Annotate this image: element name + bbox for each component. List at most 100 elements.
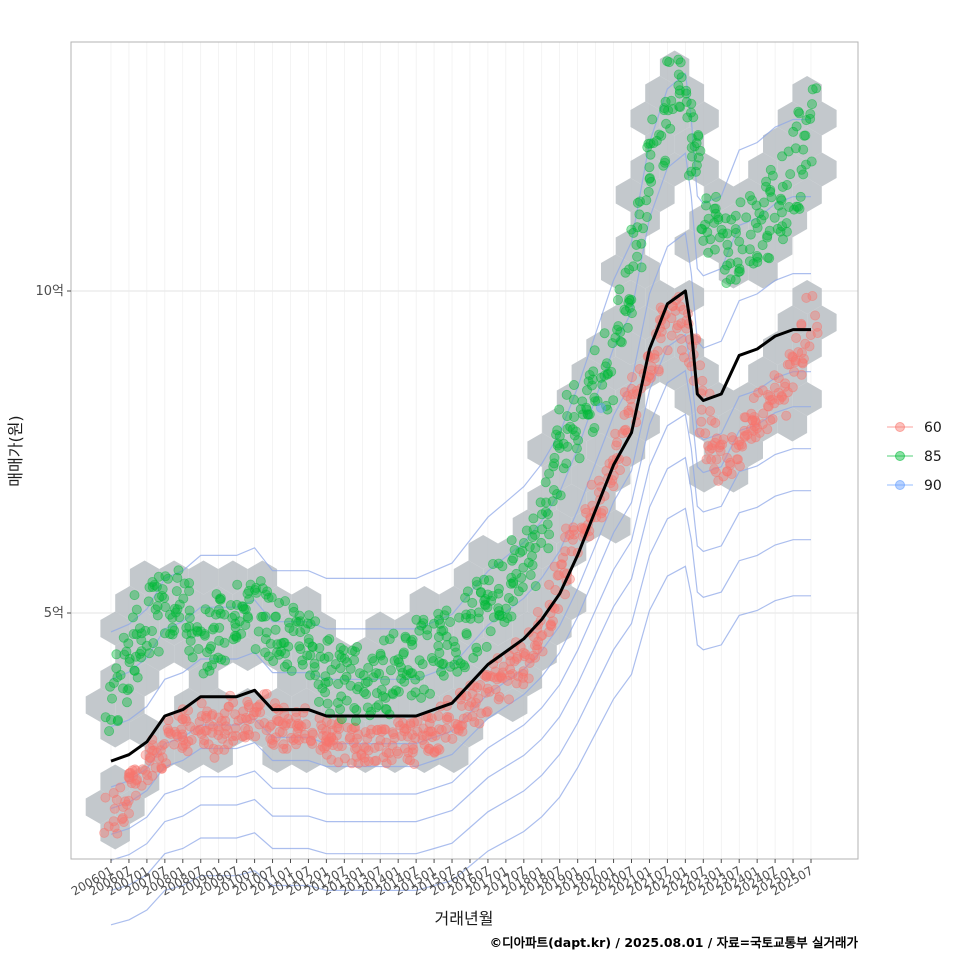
scatter-point [741,212,752,223]
scatter-point [776,195,787,206]
scatter-point [432,743,443,754]
scatter-point [623,405,634,416]
scatter-point [398,647,409,658]
scatter-point [807,99,818,110]
scatter-point [129,590,140,601]
scatter-point [472,646,483,657]
scatter-point [722,239,733,250]
scatter-point [709,464,720,475]
scatter-point [752,222,763,233]
scatter-point [270,732,281,743]
scatter-point [644,162,655,173]
scatter-point [567,534,578,545]
scatter-point [122,697,133,708]
scatter-point [305,735,316,746]
scatter-point [812,327,823,338]
scatter-point [490,684,501,695]
scatter-point [193,644,204,655]
scatter-point [787,382,798,393]
scatter-point [266,592,277,603]
scatter-point [734,263,745,274]
scatter-point [561,389,572,400]
scatter-point [625,394,636,405]
density-contour [110,72,811,633]
scatter-point [230,723,241,734]
scatter-point [462,586,473,597]
scatter-point [407,747,418,758]
trend-line-layer [110,289,811,763]
scatter-point [757,419,768,430]
scatter-point [471,576,482,587]
scatter-point [422,630,433,641]
scatter-point [596,402,607,413]
scatter-point [711,454,722,465]
scatter-point [666,330,677,341]
hexbin-cell [144,637,175,671]
scatter-point [270,624,281,635]
scatter-point [129,665,140,676]
scatter-point [184,612,195,623]
hexbin-cell [630,407,660,442]
scatter-point [144,648,155,659]
scatter-point [800,130,811,141]
scatter-point [700,428,711,439]
scatter-point [380,724,391,735]
scatter-point [718,434,729,445]
scatter-point [346,724,357,735]
scatter-point [530,543,541,554]
scatter-point [658,160,669,171]
scatter-point [641,195,652,206]
scatter-point [192,622,203,633]
scatter-point [227,731,238,742]
scatter-point [722,228,733,239]
scatter-point [255,576,266,587]
scatter-point [681,88,692,99]
scatter-point [614,284,625,295]
scatter-point [418,614,429,625]
scatter-point [261,627,272,638]
hexbin-cell [704,382,734,416]
scatter-point [214,635,225,646]
y-axis-ticks: 5억 10억 [35,284,71,621]
hexbin-cell [601,254,631,289]
scatter-point [553,604,564,615]
scatter-point [417,659,428,670]
scatter-point [796,164,807,175]
hexbin-cell [262,688,292,722]
scatter-point [371,668,382,679]
scatter-point [349,646,360,657]
hexbin-cell [601,509,631,544]
scatter-point [211,589,222,600]
hexbin-cell [645,76,675,110]
scatter-point [419,739,430,750]
scatter-point [632,197,643,208]
scatter-point [313,696,324,707]
scatter-point [473,693,484,704]
scatter-point [130,790,141,801]
scatter-point [747,195,758,206]
hexbin-cell [129,662,160,697]
scatter-point [713,212,724,223]
scatter-point [274,598,285,609]
scatter-point [309,662,320,673]
scatter-point [571,443,582,454]
density-contour [110,507,811,891]
scatter-point [219,655,230,666]
scatter-point [508,553,519,564]
scatter-point [349,703,360,714]
scatter-point [556,559,567,570]
scatter-point [457,726,468,737]
scatter-point [161,758,172,769]
scatter-point [667,104,678,115]
scatter-point [279,661,290,672]
scatter-point [758,408,769,419]
scatter-point [558,463,569,474]
scatter-point [140,765,151,776]
scatter-point [509,545,520,556]
scatter-point [733,266,744,277]
scatter-point [789,366,800,377]
hexbin-cell [203,739,233,773]
scatter-point [634,363,645,374]
scatter-point [184,605,195,616]
scatter-point [686,166,697,177]
